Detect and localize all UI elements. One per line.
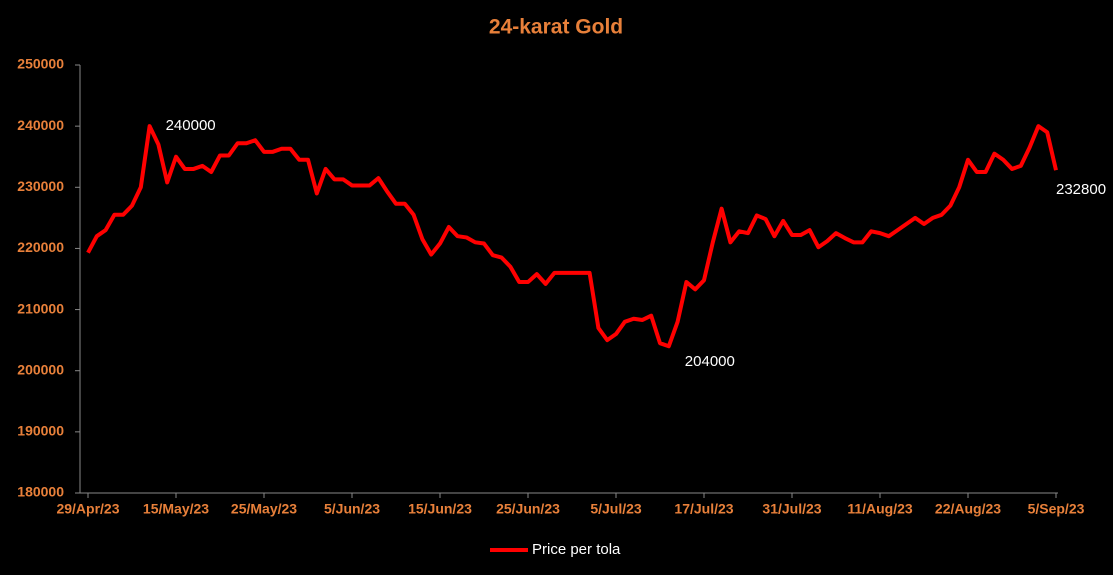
legend-label: Price per tola xyxy=(532,541,621,558)
x-tick-label: 5/Sep/23 xyxy=(1028,501,1085,517)
y-tick-label: 180000 xyxy=(17,484,64,500)
x-tick-label: 25/Jun/23 xyxy=(496,501,560,517)
x-tick-label: 11/Aug/23 xyxy=(847,501,913,517)
x-tick-label: 5/Jul/23 xyxy=(590,501,642,517)
x-tick-label: 29/Apr/23 xyxy=(56,501,119,517)
y-tick-label: 250000 xyxy=(17,56,64,72)
chart-title: 24-karat Gold xyxy=(489,16,623,39)
x-tick-label: 31/Jul/23 xyxy=(762,501,821,517)
price-line xyxy=(86,124,1058,349)
x-tick-label: 22/Aug/23 xyxy=(935,501,1001,517)
data-label: 240000 xyxy=(166,117,216,134)
x-tick-label: 25/May/23 xyxy=(231,501,297,517)
x-tick-label: 15/Jun/23 xyxy=(408,501,472,517)
y-tick-label: 240000 xyxy=(17,117,64,133)
data-label: 204000 xyxy=(685,353,735,370)
y-tick-label: 210000 xyxy=(17,300,64,316)
y-tick-label: 230000 xyxy=(17,178,64,194)
data-label: 232800 xyxy=(1056,181,1106,198)
x-tick-label: 5/Jun/23 xyxy=(324,501,380,517)
x-tick-label: 15/May/23 xyxy=(143,501,209,517)
y-tick-label: 220000 xyxy=(17,239,64,255)
y-tick-label: 200000 xyxy=(17,361,64,377)
y-tick-label: 190000 xyxy=(17,423,64,439)
x-tick-label: 17/Jul/23 xyxy=(674,501,733,517)
